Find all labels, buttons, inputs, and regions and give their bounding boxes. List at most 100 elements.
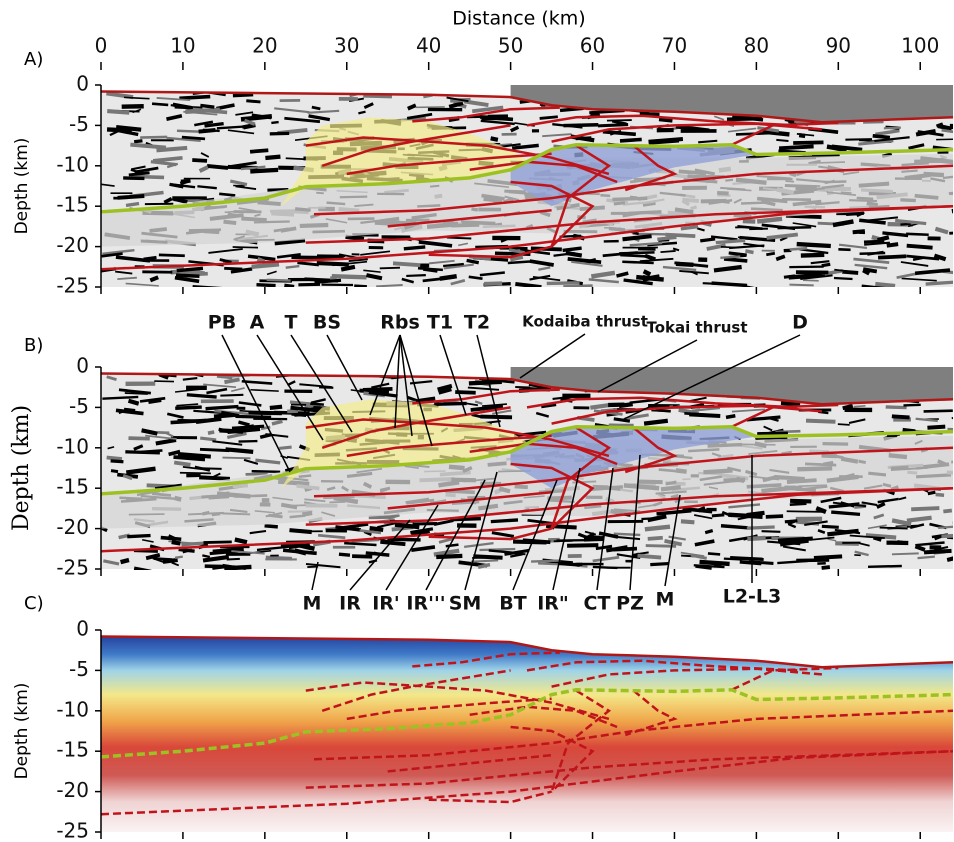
reflector: [125, 466, 156, 475]
plate-boundary: [101, 688, 953, 759]
reflector: [176, 129, 202, 134]
fault: [526, 659, 798, 672]
reflector: [528, 383, 552, 390]
reflector: [387, 512, 400, 520]
reflector: [156, 145, 188, 153]
y-tick-label: -25: [56, 274, 89, 298]
reflector: [680, 519, 695, 525]
reflector: [194, 120, 214, 127]
reflector: [567, 543, 599, 548]
y-axis-title: Depth (km): [12, 683, 32, 780]
reflector: [855, 210, 865, 218]
reflector: [775, 254, 786, 262]
fault: [731, 121, 839, 146]
reflector: [101, 183, 115, 187]
reflector: [366, 273, 383, 281]
reflector: [205, 404, 239, 411]
fault: [305, 136, 610, 176]
reflector: [854, 550, 869, 557]
water: [494, 367, 953, 405]
reflector: [762, 85, 781, 87]
reflector: [619, 251, 655, 255]
reflector: [279, 445, 292, 450]
reflector: [848, 418, 866, 425]
reflector: [867, 524, 887, 530]
reflector: [216, 373, 233, 380]
reflector: [468, 379, 502, 386]
reflector: [407, 103, 417, 111]
reflector: [730, 556, 764, 562]
reflector: [906, 254, 940, 261]
reflector: [102, 248, 135, 256]
reflector: [698, 139, 718, 144]
reflector: [238, 401, 262, 407]
reflector: [222, 456, 251, 460]
y-tick-label: -15: [56, 738, 89, 762]
reflector: [908, 143, 925, 150]
reflector: [392, 261, 421, 268]
reflector: [859, 251, 886, 256]
reflector: [787, 519, 798, 526]
reflector: [248, 410, 282, 416]
reflector: [216, 125, 247, 130]
reflector: [418, 239, 453, 248]
reflector: [668, 535, 686, 541]
reflector: [107, 446, 115, 450]
reflector: [115, 270, 133, 275]
annotation: Kodaiba thrust: [522, 313, 648, 331]
reflector: [174, 275, 200, 284]
reflector: [901, 277, 937, 282]
reflector: [174, 555, 183, 559]
reflector: [900, 261, 929, 267]
reflector: [639, 257, 674, 263]
x-tick-label: 50: [498, 34, 523, 58]
y-tick-label: -5: [69, 112, 89, 136]
reflector: [810, 260, 830, 265]
reflector: [867, 216, 899, 222]
reflector: [849, 534, 885, 539]
reflector: [745, 249, 754, 255]
leader-line: [621, 334, 801, 421]
reflector: [695, 564, 712, 570]
reflector: [622, 260, 654, 265]
reflector: [606, 119, 632, 122]
reflector: [177, 452, 211, 459]
reflector: [757, 126, 780, 133]
reflector: [613, 532, 641, 537]
annotation: IR''': [406, 593, 445, 615]
reflector: [363, 269, 381, 273]
reflector: [642, 275, 661, 281]
reflector: [153, 557, 173, 562]
reflector: [359, 529, 382, 535]
reflector: [602, 129, 636, 137]
leader-line: [349, 519, 411, 591]
reflector: [713, 562, 724, 568]
reflector: [207, 430, 215, 435]
reflector: [490, 518, 519, 524]
fault: [313, 164, 953, 216]
reflector: [271, 120, 279, 125]
reflector: [935, 492, 945, 497]
reflector: [226, 557, 240, 561]
reflector: [834, 268, 859, 274]
reflector: [173, 455, 206, 462]
reflector: [308, 114, 331, 122]
reflector: [779, 539, 808, 547]
reflector: [141, 428, 158, 436]
panel-image: [101, 630, 953, 832]
reflector: [437, 383, 453, 392]
reflector: [288, 543, 311, 550]
reflector: [699, 559, 730, 567]
reflector: [877, 497, 899, 504]
reflector: [914, 268, 951, 276]
y-tick-label: -15: [56, 193, 89, 217]
reflector: [877, 235, 890, 243]
reflector: [265, 555, 293, 561]
reflector: [616, 553, 641, 559]
reflector: [648, 139, 680, 145]
reflector: [642, 269, 652, 277]
water: [494, 85, 953, 123]
reflector: [465, 402, 479, 407]
reflector: [706, 243, 726, 251]
reflector: [943, 508, 953, 514]
